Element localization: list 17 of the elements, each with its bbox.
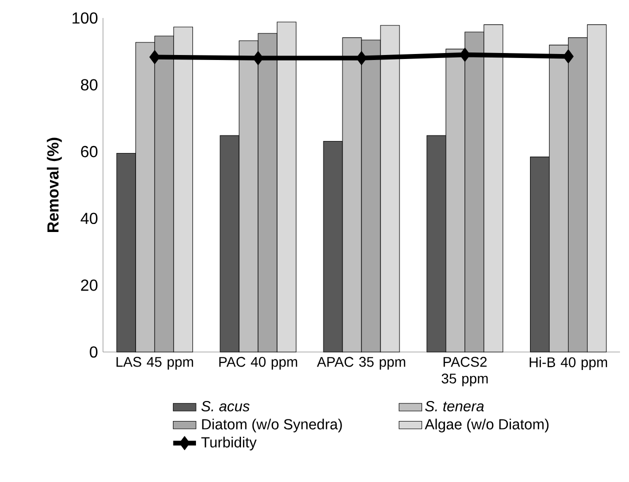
y-tick-label: 0: [90, 346, 98, 358]
x-tick-label: LAS 45 ppm: [116, 356, 194, 370]
x-tick-label: Hi-B 40 ppm: [530, 356, 608, 370]
legend-label: S. acus: [201, 401, 250, 412]
x-tick-label: PAC 40 ppm: [219, 356, 298, 370]
x-tick-label: APAC 35 ppm: [316, 356, 406, 370]
y-tick-label: 60: [81, 146, 98, 158]
y-tick-label: 100: [72, 12, 98, 24]
y-tick-label: 20: [81, 280, 98, 291]
y-tick-label: 40: [80, 212, 98, 224]
y-tick-label: 80: [80, 79, 98, 90]
x-tick-label: PACS2 35 ppm: [442, 356, 488, 386]
legend-label: Diatom (w/o Synedra): [202, 418, 342, 432]
legend-label: Algae (w/o Diatom): [424, 418, 549, 432]
y-axis-title: Removal (%): [46, 138, 62, 232]
legend-label: S. tenera: [425, 401, 484, 412]
legend-label: Turbidity: [201, 436, 257, 450]
